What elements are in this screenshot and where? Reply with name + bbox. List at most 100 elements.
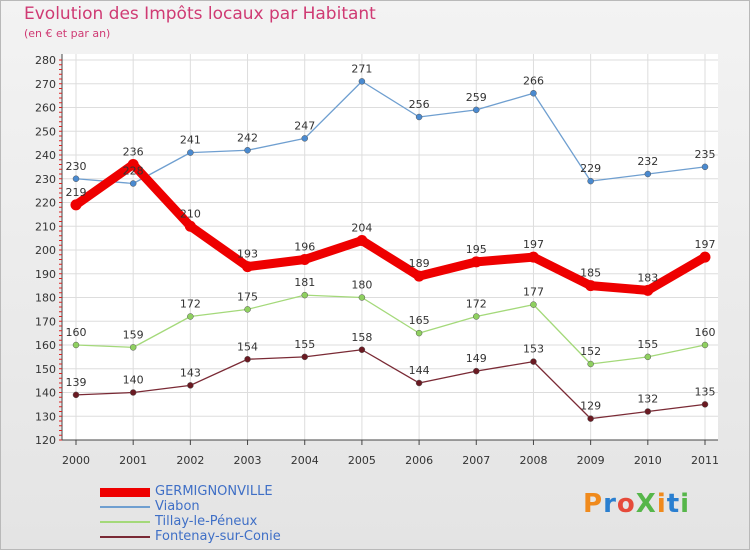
data-point-germignonville [585, 280, 597, 292]
data-point-fontenay-sur-conie [187, 382, 194, 389]
data-label-germignonville: 236 [123, 146, 144, 159]
data-label-germignonville: 210 [180, 207, 201, 220]
x-tick-label: 2009 [577, 454, 605, 467]
data-point-viabon [244, 147, 251, 154]
y-tick-label: 210 [35, 220, 56, 233]
data-point-germignonville [127, 159, 139, 170]
y-tick-label: 260 [35, 102, 56, 115]
data-label-fontenay-sur-conie: 144 [409, 364, 430, 377]
legend-swatch [100, 488, 150, 497]
data-point-viabon [644, 170, 652, 178]
data-point-tillay-le-p-neux [301, 291, 308, 299]
data-point-tillay-le-p-neux [644, 353, 652, 361]
data-point-germignonville [470, 256, 482, 268]
x-tick-label: 2003 [234, 454, 262, 467]
y-tick-label: 180 [35, 292, 56, 305]
plot-area [62, 54, 718, 440]
data-point-viabon [530, 90, 537, 97]
data-label-tillay-le-p-neux: 165 [409, 314, 430, 327]
series-line-tillay-le-p-neux [75, 294, 706, 365]
x-tick-label: 2001 [119, 454, 147, 467]
data-label-viabon: 228 [123, 165, 144, 178]
legend-label: Tillay-le-Péneux [155, 514, 258, 529]
data-label-fontenay-sur-conie: 158 [351, 331, 372, 344]
logo-letter: r [603, 489, 617, 519]
data-point-germignonville [242, 261, 254, 273]
data-point-germignonville [413, 270, 425, 282]
data-point-tillay-le-p-neux [701, 341, 709, 349]
y-tick-label: 220 [35, 197, 56, 210]
data-label-fontenay-sur-conie: 140 [123, 374, 144, 387]
x-tick-label: 2000 [62, 454, 90, 467]
data-point-fontenay-sur-conie [129, 389, 137, 396]
legend-label: Viabon [155, 499, 200, 514]
data-label-fontenay-sur-conie: 135 [695, 385, 716, 398]
x-tick-label: 2004 [291, 454, 319, 467]
legend-item: GERMIGNONVILLE [100, 484, 400, 499]
legend-item: Fontenay-sur-Conie [100, 529, 400, 544]
y-tick-label: 250 [35, 125, 56, 138]
legend-swatch [100, 506, 150, 508]
y-tick-label: 190 [35, 268, 56, 281]
x-tick-label: 2007 [462, 454, 490, 467]
data-label-viabon: 259 [466, 91, 487, 104]
logo-letter: i [680, 489, 691, 519]
y-tick-label: 170 [35, 315, 56, 328]
data-point-tillay-le-p-neux [530, 301, 537, 308]
data-point-fontenay-sur-conie [530, 358, 537, 365]
data-point-germignonville [70, 199, 82, 211]
legend-swatch [100, 521, 150, 523]
data-point-fontenay-sur-conie [701, 401, 709, 408]
data-label-tillay-le-p-neux: 159 [123, 328, 144, 341]
data-label-fontenay-sur-conie: 149 [466, 352, 487, 365]
data-point-germignonville [642, 284, 654, 296]
data-label-viabon: 230 [66, 160, 87, 173]
legend-swatch [100, 536, 150, 538]
data-point-tillay-le-p-neux [129, 344, 137, 351]
x-tick-label: 2011 [691, 454, 719, 467]
data-label-viabon: 247 [294, 119, 315, 132]
data-label-viabon: 256 [409, 98, 430, 111]
legend-label: GERMIGNONVILLE [155, 484, 273, 499]
data-point-germignonville [184, 220, 196, 232]
data-label-germignonville: 185 [580, 267, 601, 280]
proxiti-logo[interactable]: ProXiti [583, 489, 690, 519]
data-label-fontenay-sur-conie: 155 [294, 338, 315, 351]
data-label-fontenay-sur-conie: 154 [237, 340, 258, 353]
data-label-fontenay-sur-conie: 143 [180, 366, 201, 379]
data-label-tillay-le-p-neux: 175 [237, 290, 258, 303]
data-point-fontenay-sur-conie [72, 391, 80, 399]
data-label-fontenay-sur-conie: 132 [637, 393, 658, 406]
data-label-germignonville: 193 [237, 248, 258, 261]
data-point-tillay-le-p-neux [244, 306, 251, 313]
data-label-germignonville: 204 [351, 222, 372, 235]
data-point-viabon [701, 163, 709, 171]
data-label-viabon: 235 [695, 148, 716, 161]
data-label-tillay-le-p-neux: 180 [351, 279, 372, 292]
data-point-tillay-le-p-neux [358, 294, 366, 301]
data-point-tillay-le-p-neux [473, 313, 480, 320]
data-point-viabon [358, 78, 366, 85]
data-label-tillay-le-p-neux: 172 [180, 298, 201, 311]
y-tick-label: 280 [35, 54, 56, 67]
data-label-viabon: 241 [180, 134, 201, 147]
x-tick-label: 2006 [405, 454, 433, 467]
series-line-viabon [75, 80, 706, 185]
data-label-germignonville: 197 [695, 238, 716, 251]
data-point-viabon [301, 135, 308, 142]
chart-legend: GERMIGNONVILLE Viabon Tillay-le-Péneux Font… [100, 484, 400, 544]
x-tick-label: 2002 [176, 454, 204, 467]
data-point-germignonville [299, 254, 311, 265]
legend-item: Viabon [100, 499, 400, 514]
y-tick-label: 160 [35, 339, 56, 352]
y-tick-label: 200 [35, 244, 56, 257]
logo-letter: X [635, 489, 657, 519]
data-label-fontenay-sur-conie: 129 [580, 400, 601, 413]
data-label-viabon: 232 [637, 155, 658, 168]
data-point-viabon [415, 113, 423, 121]
data-label-tillay-le-p-neux: 155 [637, 338, 658, 351]
data-label-germignonville: 189 [409, 257, 430, 270]
data-label-tillay-le-p-neux: 177 [523, 286, 544, 299]
data-label-tillay-le-p-neux: 181 [294, 276, 315, 289]
chart-title: Evolution des Impôts locaux par Habitant [24, 4, 376, 24]
